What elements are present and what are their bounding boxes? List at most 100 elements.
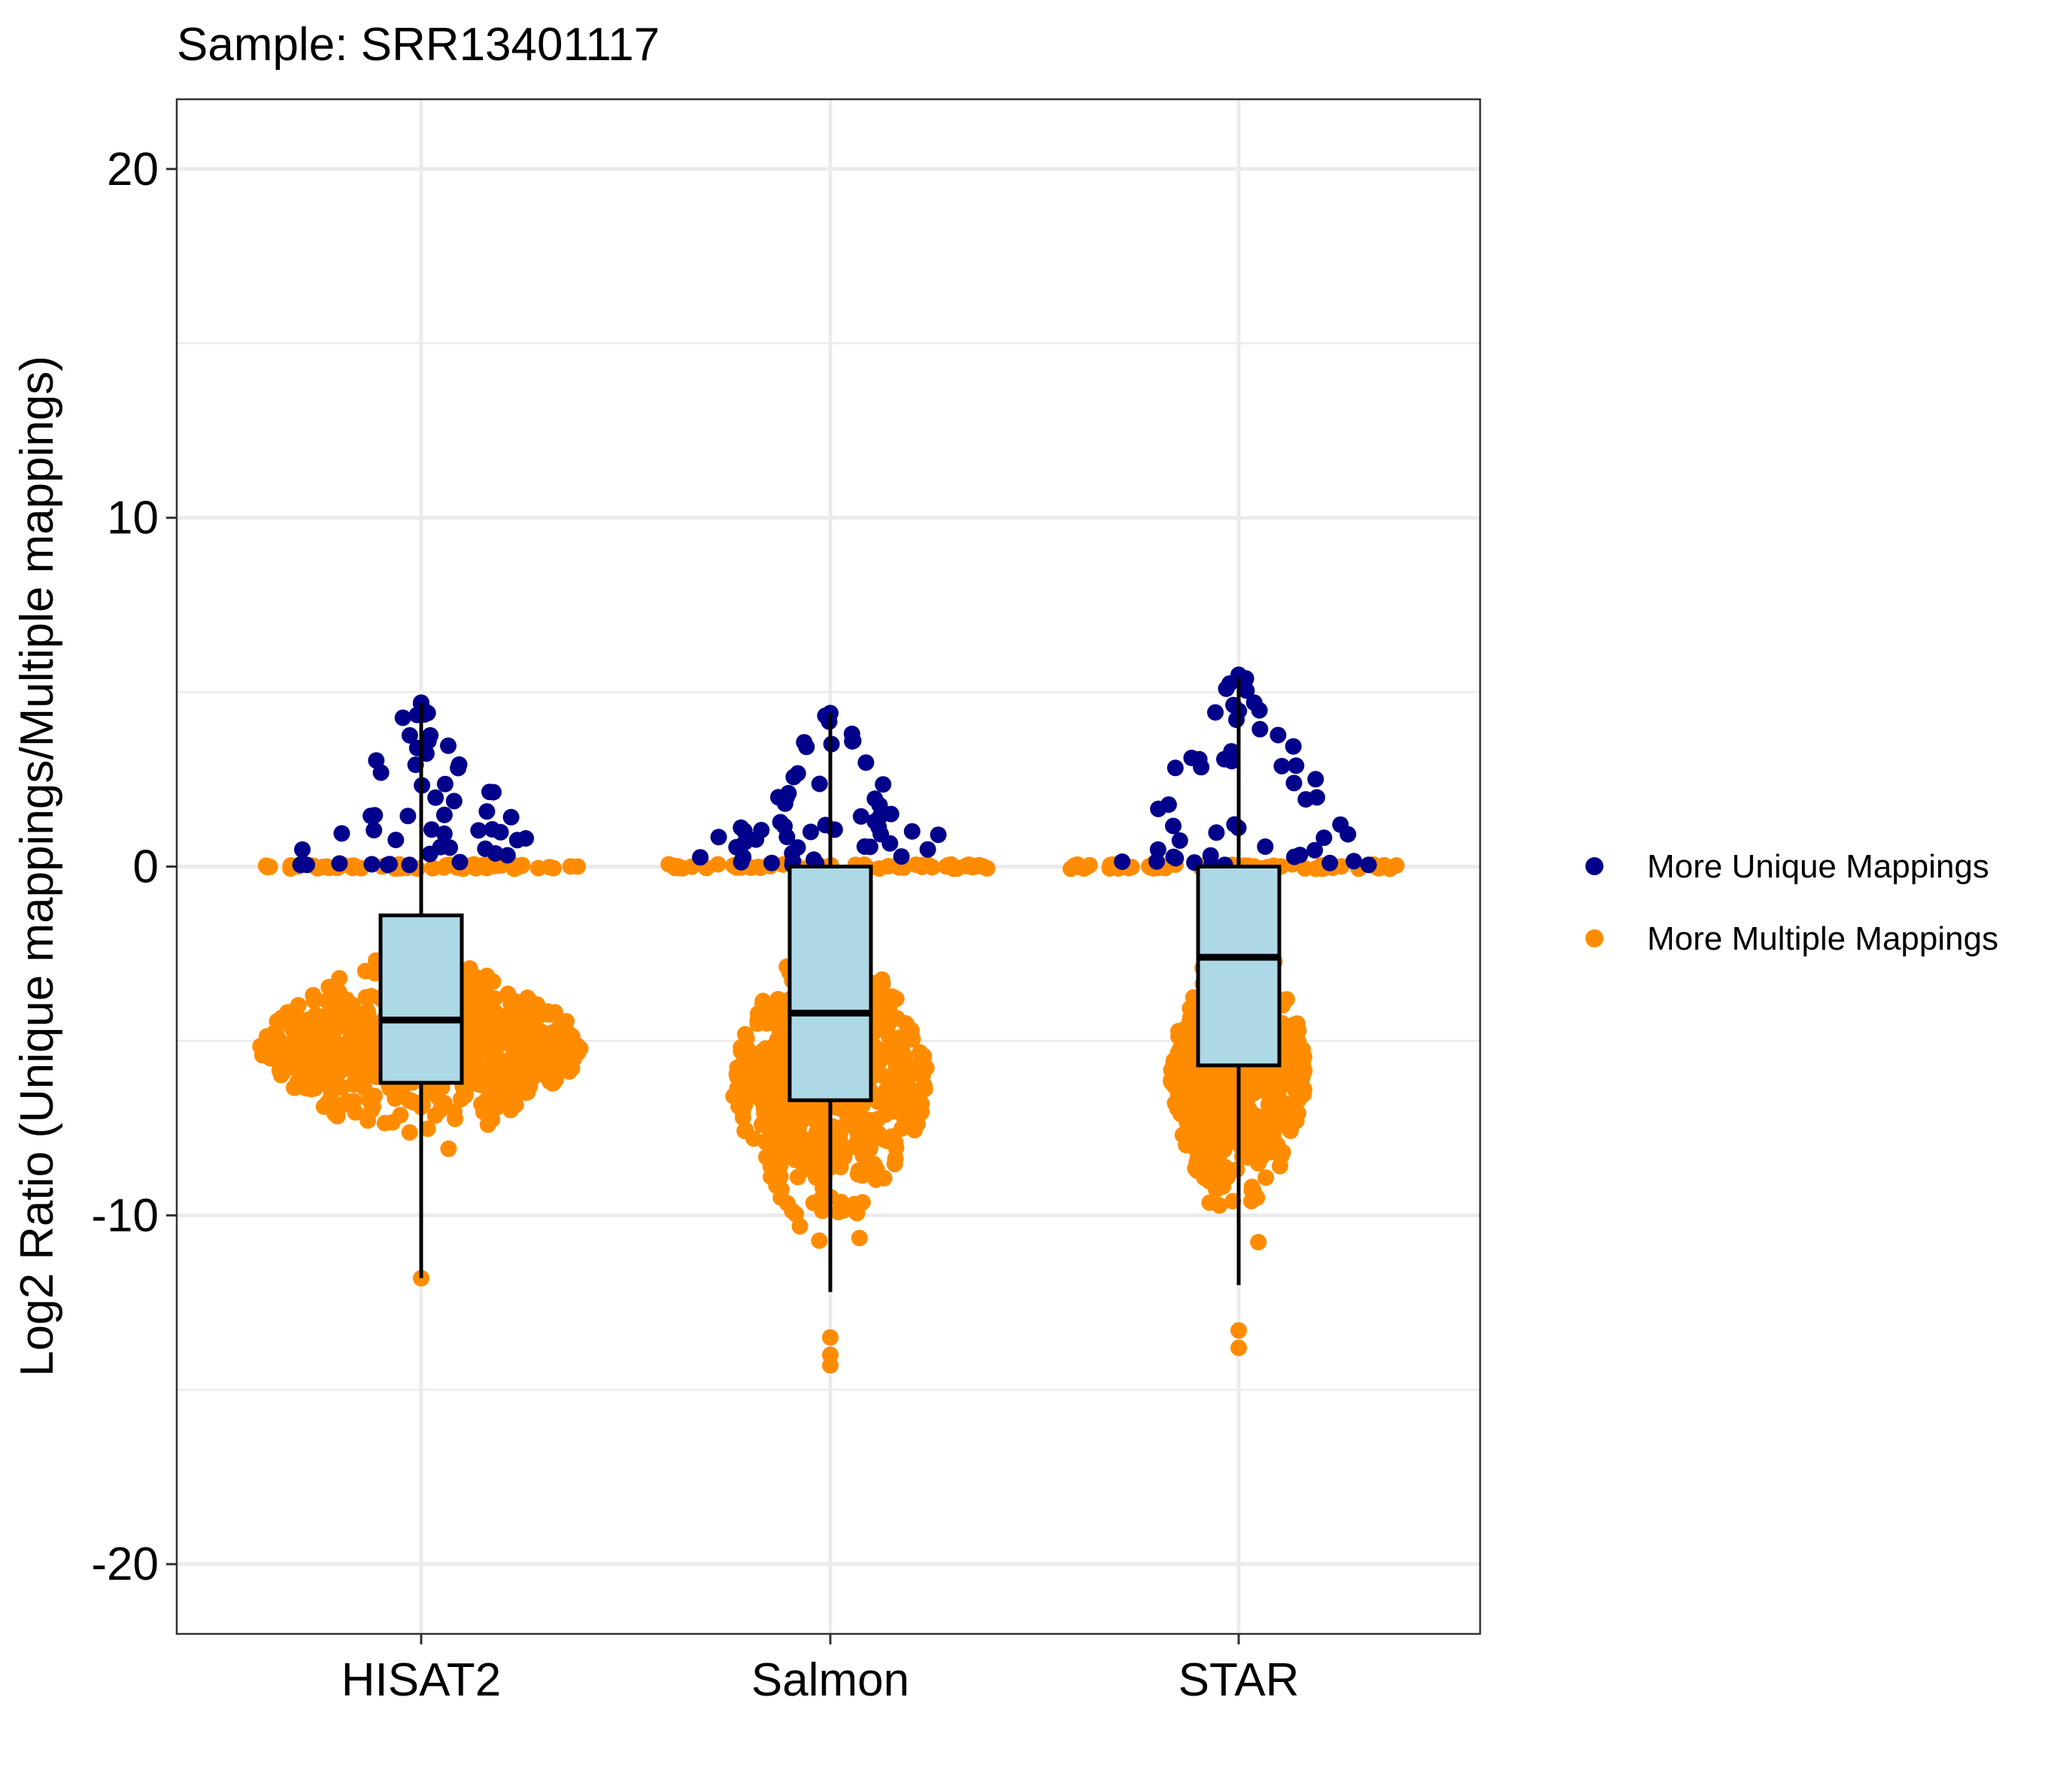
point-multi xyxy=(867,1171,884,1188)
point-unique xyxy=(427,789,444,806)
point-unique xyxy=(399,808,417,825)
point-multi xyxy=(912,1053,930,1071)
point-multi-outlier xyxy=(1230,1339,1247,1356)
y-axis-title: Log2 Ratio (Unique mappings/Multiple map… xyxy=(11,356,63,1377)
point-multi xyxy=(293,1047,311,1064)
point-unique xyxy=(394,709,411,726)
point-unique xyxy=(1193,759,1210,776)
point-multi xyxy=(769,1032,786,1048)
point-multi xyxy=(854,1194,871,1211)
point-unique xyxy=(331,855,348,872)
point-unique xyxy=(502,808,520,826)
point-unique xyxy=(363,808,380,825)
point-multi xyxy=(887,990,905,1008)
point-multi xyxy=(728,1065,745,1083)
point-multi xyxy=(874,975,891,993)
point-multi xyxy=(402,1092,420,1109)
chart-title: Sample: SRR13401117 xyxy=(177,19,660,71)
point-unique xyxy=(776,817,793,835)
point-multi xyxy=(271,1062,288,1079)
point-multi xyxy=(772,1181,790,1199)
point-multi xyxy=(1163,1074,1180,1091)
point-multi xyxy=(521,1073,538,1090)
point-multi xyxy=(563,1059,581,1077)
point-unique xyxy=(1332,816,1349,833)
point-unique xyxy=(1315,829,1333,847)
point-unique xyxy=(517,830,535,847)
point-multi xyxy=(886,1103,903,1120)
point-unique xyxy=(692,849,709,866)
point-unique xyxy=(1306,841,1324,859)
point-multi xyxy=(736,1026,754,1043)
legend-label: More Unique Mappings xyxy=(1647,848,1989,885)
point-multi xyxy=(888,1088,905,1105)
point-multi xyxy=(1250,1234,1267,1250)
point-multi xyxy=(863,1133,881,1150)
point-multi xyxy=(948,860,966,877)
point-unique xyxy=(366,822,383,839)
point-multi xyxy=(426,1107,444,1124)
y-tick-label: 10 xyxy=(107,492,159,544)
point-unique xyxy=(1360,856,1377,874)
point-multi-outlier xyxy=(1230,1322,1247,1339)
point-unique xyxy=(871,796,888,814)
point-unique xyxy=(1114,853,1131,870)
point-multi xyxy=(505,860,523,877)
point-unique xyxy=(1160,796,1177,814)
point-multi xyxy=(314,858,332,875)
point-multi xyxy=(265,1029,283,1046)
point-unique xyxy=(401,856,418,874)
point-unique xyxy=(845,732,862,750)
point-multi xyxy=(284,1022,302,1039)
point-multi xyxy=(831,1128,848,1144)
point-multi xyxy=(1228,1161,1245,1178)
point-multi-outlier xyxy=(413,1269,429,1287)
point-unique xyxy=(852,808,869,825)
point-multi xyxy=(323,1062,340,1080)
point-multi xyxy=(550,1050,567,1067)
point-multi xyxy=(526,1002,543,1019)
point-multi xyxy=(781,1137,798,1154)
point-multi xyxy=(479,1116,496,1133)
point-unique xyxy=(1223,753,1240,770)
point-unique xyxy=(736,834,754,850)
point-multi xyxy=(419,1120,436,1138)
point-multi xyxy=(909,1116,926,1133)
point-multi xyxy=(1228,1087,1245,1104)
point-multi xyxy=(1263,1099,1280,1117)
point-unique xyxy=(1208,824,1225,841)
point-multi xyxy=(498,1026,515,1043)
point-multi xyxy=(484,1025,501,1042)
point-multi xyxy=(484,973,502,990)
point-multi xyxy=(784,1202,801,1220)
point-multi xyxy=(1191,1118,1208,1135)
x-tick-label: STAR xyxy=(1179,1654,1300,1706)
point-multi xyxy=(739,1040,756,1057)
point-multi xyxy=(362,1053,379,1071)
point-unique xyxy=(857,754,875,771)
point-unique xyxy=(450,759,467,777)
point-unique xyxy=(780,784,797,802)
point-multi xyxy=(349,1068,366,1086)
point-multi xyxy=(342,1029,359,1046)
point-multi xyxy=(761,1128,778,1145)
point-multi xyxy=(897,1015,915,1032)
point-multi xyxy=(878,1046,895,1063)
point-multi xyxy=(384,1114,401,1131)
point-multi xyxy=(893,1043,911,1060)
point-unique xyxy=(481,783,498,801)
point-multi xyxy=(1207,1129,1224,1146)
point-multi xyxy=(1214,1110,1231,1127)
point-multi xyxy=(306,1050,323,1067)
box-iqr xyxy=(787,865,873,1102)
legend-label: More Multiple Mappings xyxy=(1647,920,1998,957)
point-multi xyxy=(359,1005,377,1022)
point-multi xyxy=(811,1232,828,1249)
point-multi xyxy=(569,1044,587,1062)
point-multi xyxy=(460,1005,477,1022)
point-unique xyxy=(435,806,453,823)
point-multi xyxy=(326,1105,343,1123)
point-unique xyxy=(440,737,457,754)
legend-key xyxy=(1585,857,1603,875)
y-tick-label: -20 xyxy=(91,1538,159,1590)
